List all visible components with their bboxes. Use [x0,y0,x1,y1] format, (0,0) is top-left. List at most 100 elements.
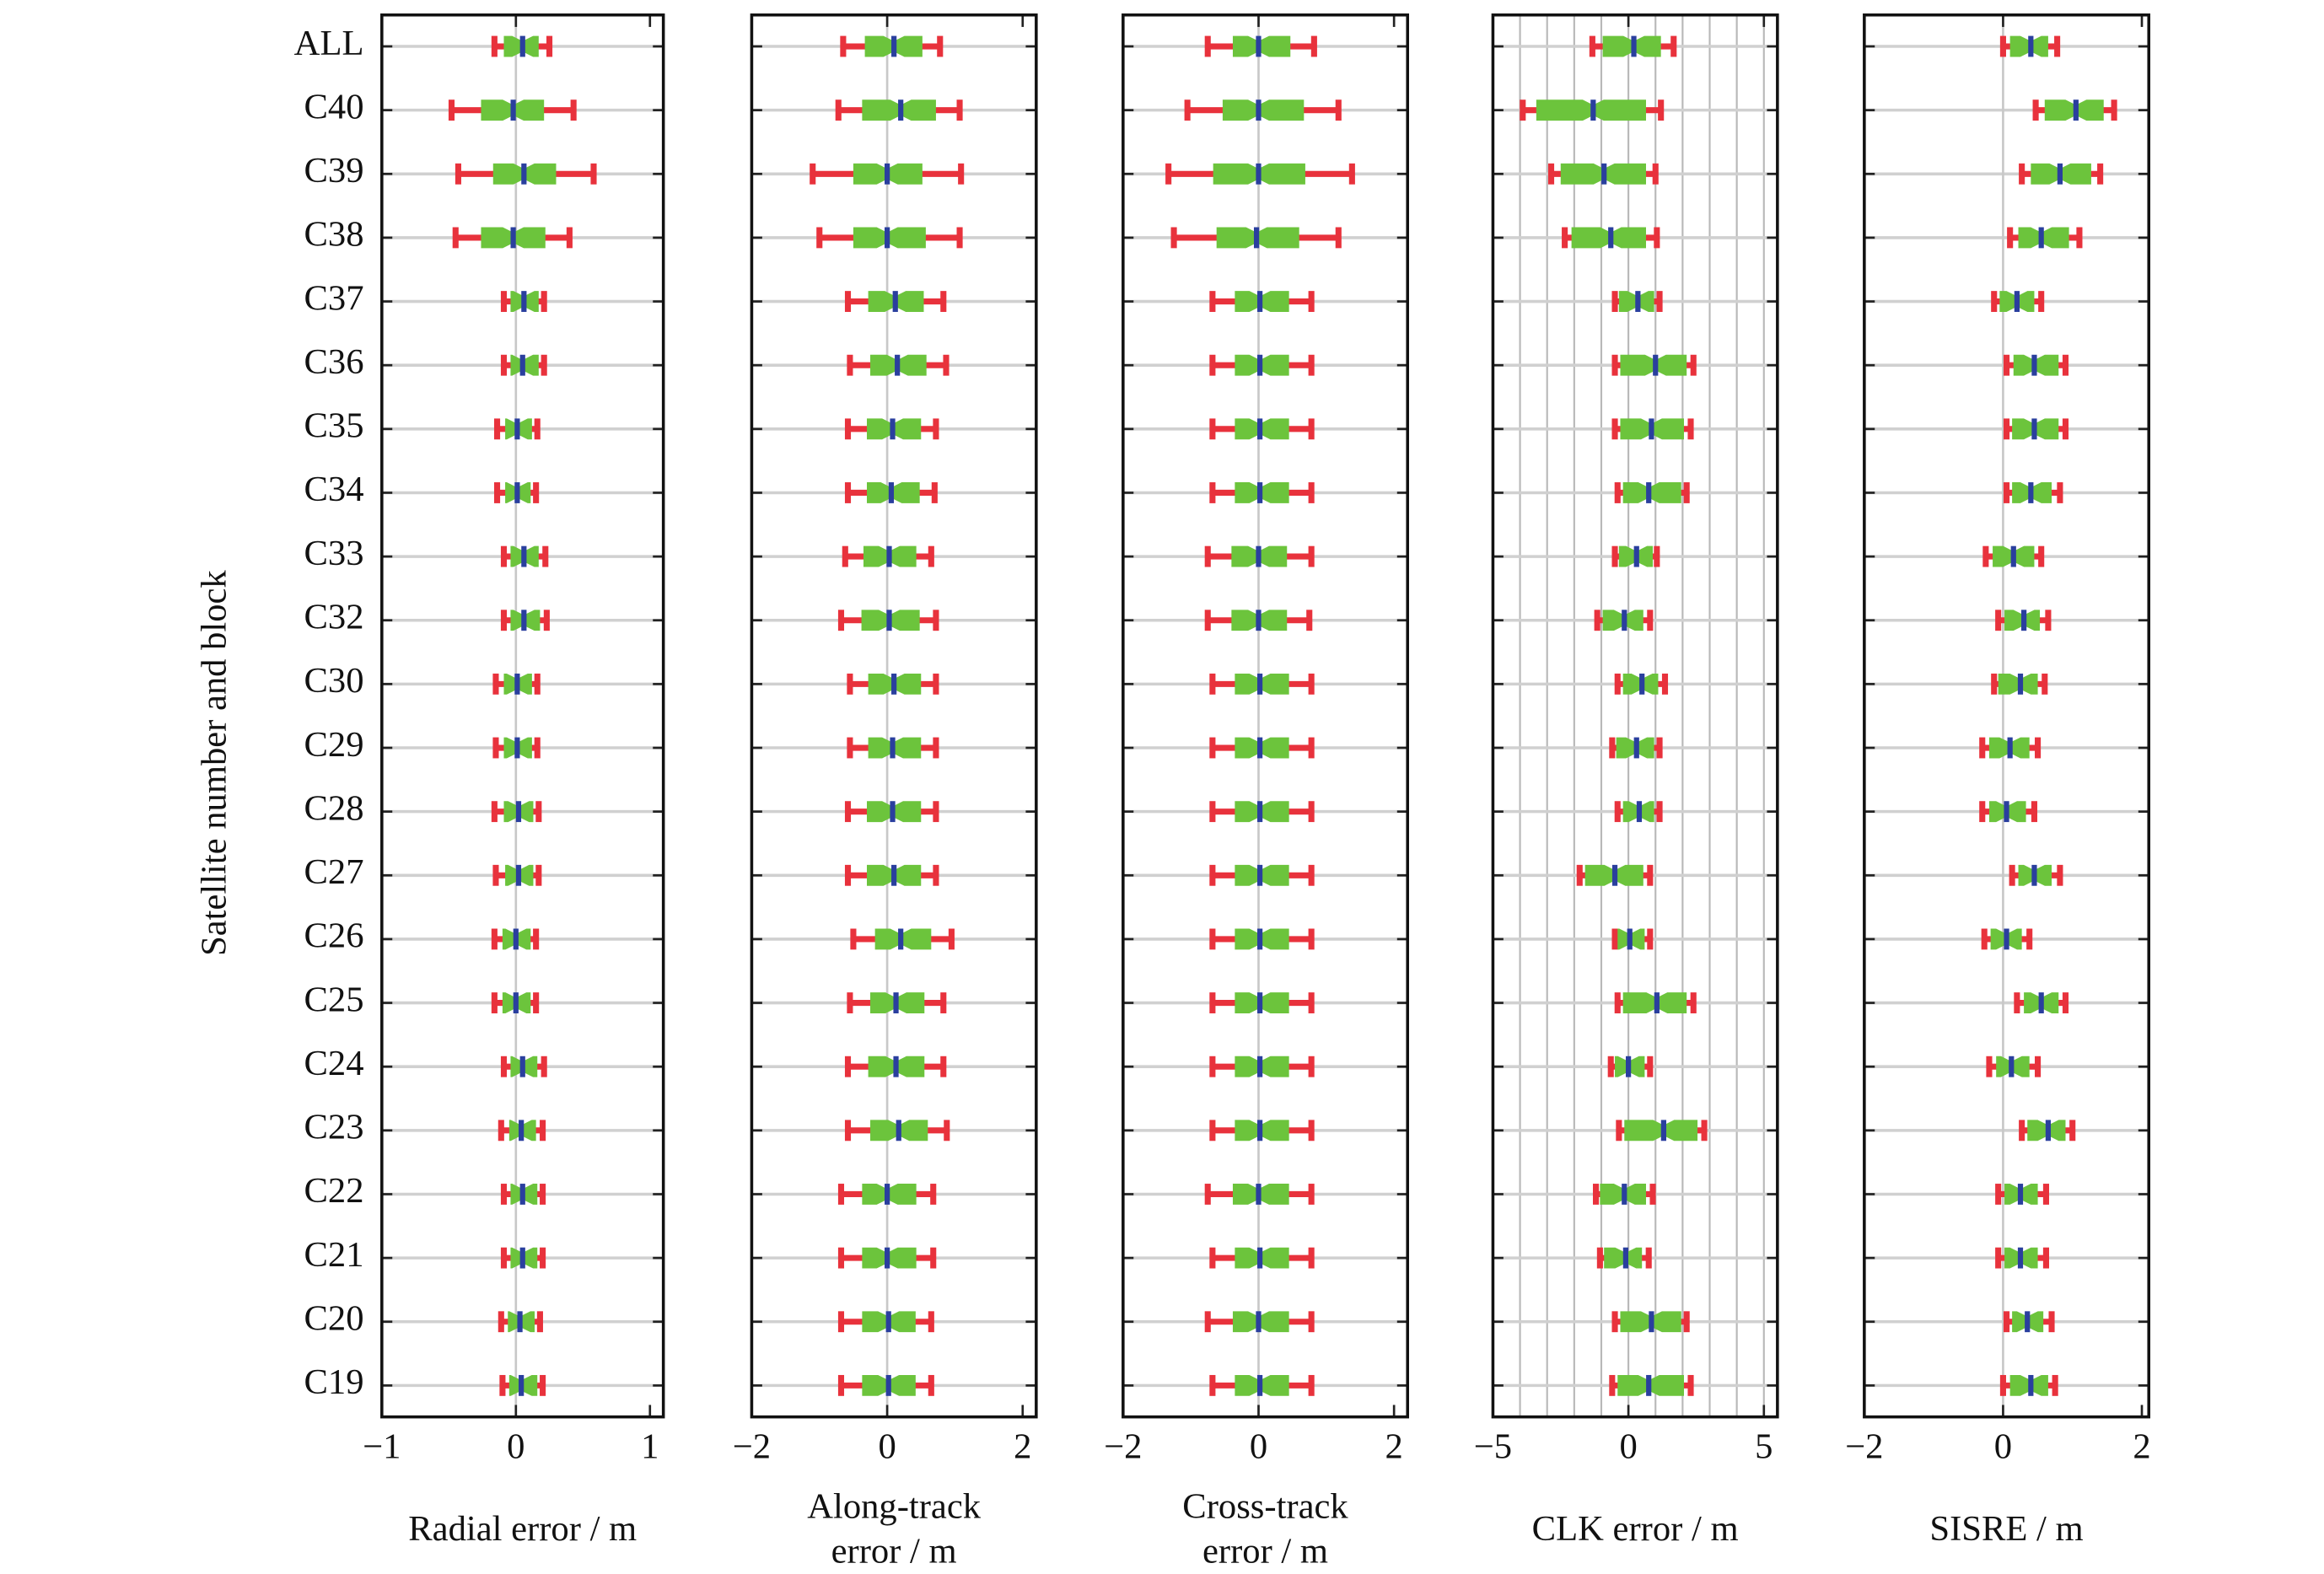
whisker-cap [1614,673,1621,695]
whisker-cap [540,1247,546,1269]
whisker-cap [500,1247,508,1269]
whisker-cap [2048,1311,2055,1333]
whisker-cap [1999,1374,2006,1396]
category-label: C28 [304,788,363,828]
whisker-cap [842,545,848,567]
whisker-cap [536,1311,543,1333]
whisker-cap [931,482,938,503]
whisker-cap [1209,801,1216,823]
x-axis-title: Radial error / m [408,1509,637,1549]
whisker-cap [1308,992,1315,1013]
whisker-cap [1306,610,1313,631]
whisker-cap [1647,610,1654,631]
y-axis-title: Satellite number and block [194,570,234,956]
whisker-cap [837,1311,845,1333]
whisker-cap [2035,737,2042,759]
whisker-cap [1209,864,1216,886]
whisker-cap [2003,354,2010,376]
whisker-cap [1209,291,1216,312]
whisker-cap [1690,992,1697,1013]
category-label: ALL [294,24,364,63]
whisker-cap [1611,291,1618,312]
whisker-cap [2009,864,2015,886]
whisker-cap [2038,545,2045,567]
whisker-cap [1562,227,1568,249]
whisker-cap [500,354,508,376]
panel-frame [750,13,1038,1419]
whisker-cap [1614,801,1621,823]
box [1604,1247,1643,1269]
x-tick-label: 2 [1014,1426,1031,1466]
whisker-cap [1647,928,1654,950]
x-tick-label: 1 [641,1426,659,1466]
whisker-cap [1614,992,1621,1013]
whisker-cap [1661,673,1669,695]
x-tick-label: −1 [363,1426,401,1466]
whisker-cap [1995,1184,2002,1205]
whisker-cap [933,801,939,823]
whisker-cap [533,992,540,1013]
whisker-cap [940,291,947,312]
whisker-cap [2045,610,2052,631]
category-label: C36 [304,342,363,382]
whisker-cap [2019,1120,2025,1142]
category-label: C19 [304,1362,363,1402]
whisker-cap [2062,354,2069,376]
whisker-cap [847,992,853,1013]
whisker-cap [937,35,944,57]
category-label: C32 [304,598,363,637]
whisker-cap [1547,163,1555,185]
x-axis-title: CLK error / m [1532,1509,1739,1549]
whisker-cap [1614,482,1621,503]
whisker-cap [1209,1120,1216,1142]
whisker-cap [1308,737,1315,759]
whisker-cap [844,1056,852,1077]
whisker-cap [1593,1184,1600,1205]
whisker-cap [1209,737,1216,759]
x-axis-title: Cross-track [1182,1486,1348,1526]
whisker-cap [1986,1056,1993,1077]
category-label: C21 [304,1235,363,1275]
whisker-cap [500,1184,508,1205]
whisker-cap [1649,1184,1656,1205]
whisker-cap [2026,928,2033,950]
category-label: C33 [304,534,363,573]
whisker-cap [2052,1374,2058,1396]
x-tick-label: −2 [1845,1426,1883,1466]
whisker-cap [1647,1056,1654,1077]
category-label: C20 [304,1299,363,1339]
whisker-cap [1611,545,1618,567]
whisker-cap [1209,1374,1216,1396]
whisker-cap [2031,801,2038,823]
whisker-cap [844,291,852,312]
whisker-cap [844,864,852,886]
whisker-cap [1204,1311,1211,1333]
whisker-cap [933,418,939,440]
x-axis-title: SISRE / m [1929,1509,2083,1549]
whisker-cap [1308,801,1315,823]
whisker-cap [500,1056,508,1077]
whisker-cap [958,163,965,185]
whisker-cap [1609,737,1616,759]
whisker-cap [535,801,542,823]
whisker-cap [1991,291,1998,312]
x-axis-title: error / m [1202,1532,1328,1571]
whisker-cap [1683,482,1690,503]
whisker-cap [1209,1247,1216,1269]
whisker-cap [1995,610,2002,631]
whisker-cap [1308,928,1315,950]
whisker-cap [844,801,852,823]
whisker-cap [1611,1311,1618,1333]
category-label: C24 [304,1044,363,1083]
whisker-cap [1308,482,1315,503]
whisker-cap [500,610,508,631]
whisker-cap [2042,1184,2049,1205]
whisker-cap [1170,227,1177,249]
panel-frame [1863,13,2151,1419]
category-label: C39 [304,151,363,191]
whisker-cap [500,291,508,312]
category-label: C35 [304,406,363,446]
whisker-cap [541,354,547,376]
whisker-cap [940,1056,947,1077]
